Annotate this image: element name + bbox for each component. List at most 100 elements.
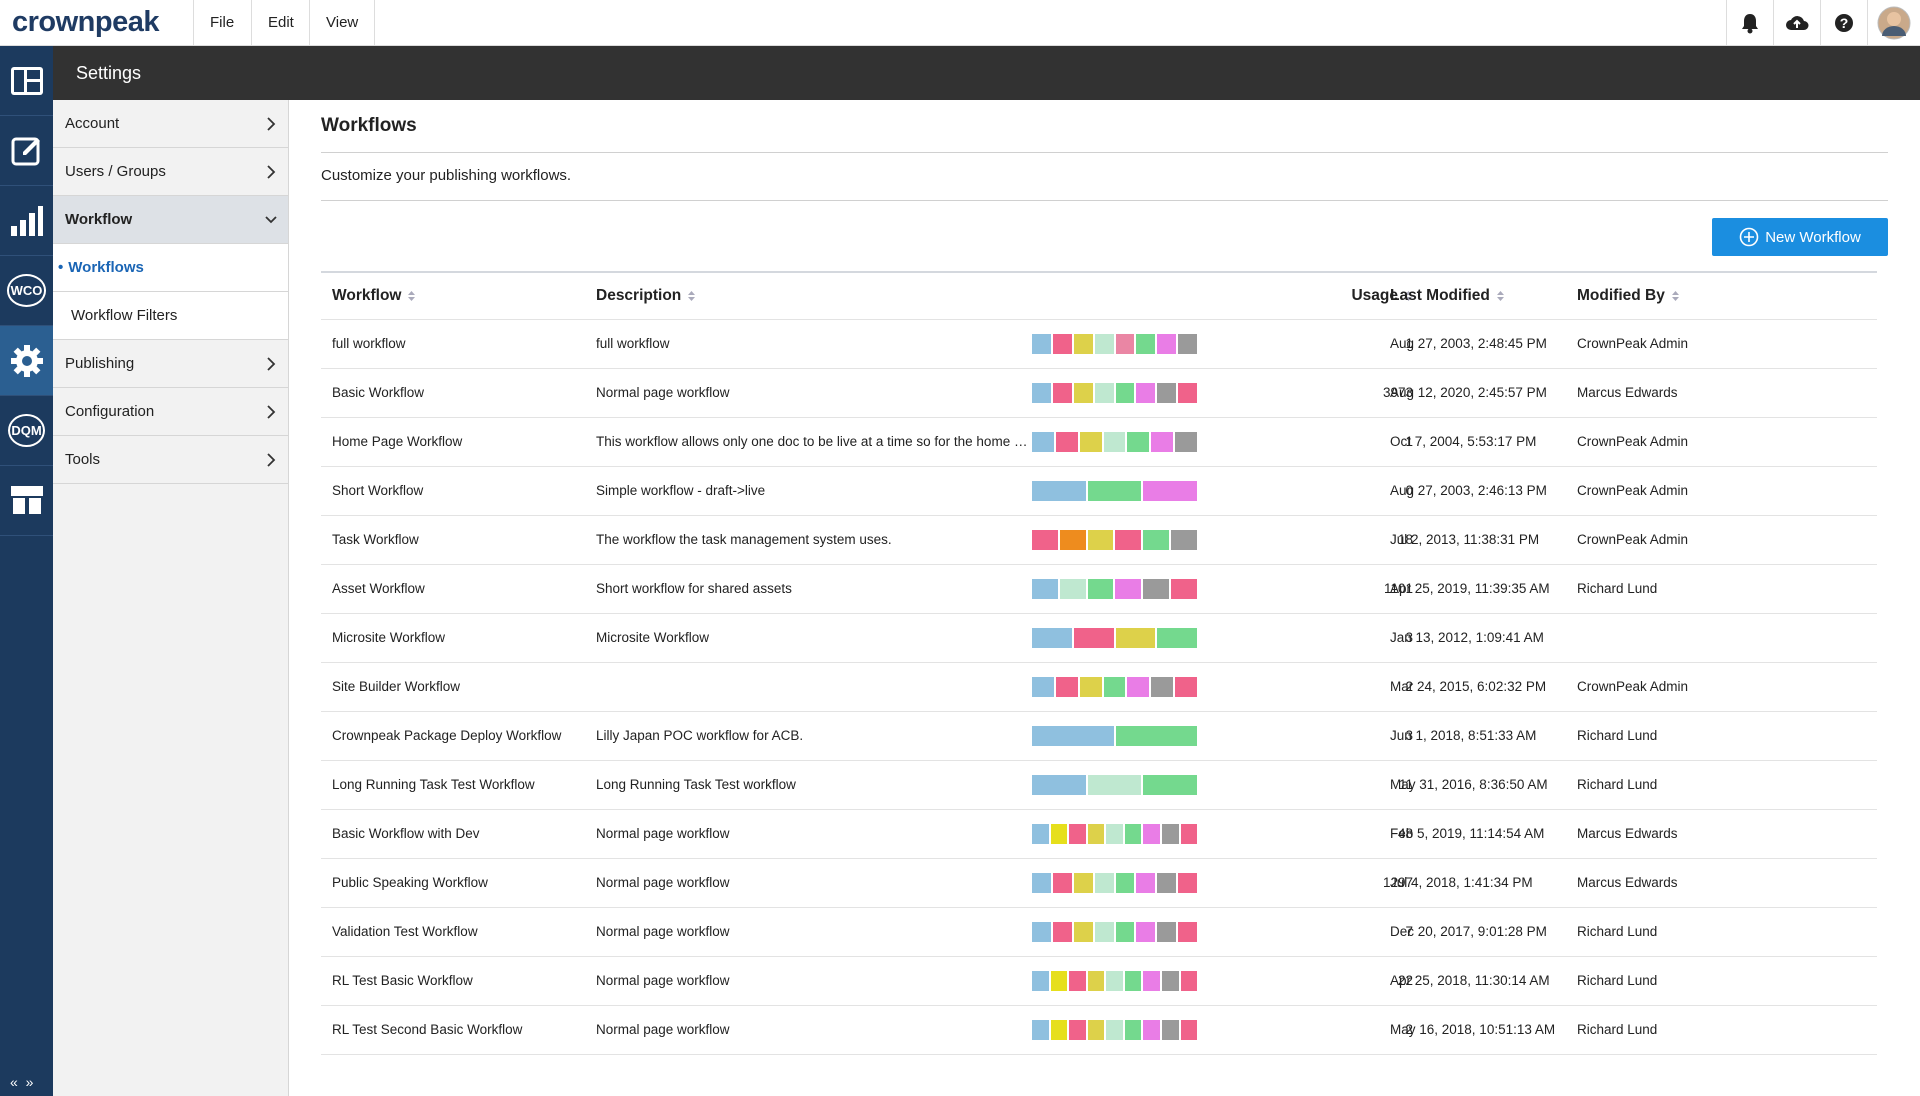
state-swatch [1073, 334, 1093, 354]
workflow-description: Short workflow for shared assets [596, 581, 792, 596]
menu-item[interactable]: Edit [251, 0, 310, 46]
table-row[interactable]: Site Builder Workflow 2 Mar 24, 2015, 6:02… [321, 662, 1877, 711]
workflow-name: Crownpeak Package Deploy Workflow [332, 728, 562, 743]
table-row[interactable]: RL Test Second Basic Workflow Normal page… [321, 1005, 1877, 1054]
modified-by: Marcus Edwards [1577, 875, 1678, 890]
state-swatch [1143, 824, 1160, 844]
table-row[interactable]: Basic Workflow Normal page workflow 3973 Au… [321, 368, 1877, 417]
analytics-icon[interactable] [0, 186, 53, 256]
table-row[interactable]: Validation Test Workflow Normal page work… [321, 907, 1877, 956]
usage: 2 [1405, 1022, 1413, 1037]
sidebar-subitem[interactable]: Workflow Filters [53, 292, 288, 340]
user-avatar[interactable] [1867, 0, 1920, 46]
table-row[interactable]: Microsite Workflow Microsite Workflow 3 Jan… [321, 613, 1877, 662]
table-row[interactable]: Home Page Workflow This workflow allows o… [321, 417, 1877, 466]
column-header[interactable]: Description [596, 273, 696, 319]
state-swatch [1050, 824, 1068, 844]
state-swatch [1161, 824, 1179, 844]
workflow-name: Microsite Workflow [332, 630, 446, 645]
collapse-toggle[interactable]: « » [10, 1074, 34, 1090]
sidebar-item[interactable]: Workflow [53, 196, 288, 244]
logo[interactable]: crownpeak [12, 6, 160, 38]
state-swatch [1171, 579, 1197, 599]
menu-item[interactable]: View [309, 0, 376, 46]
state-swatch [1180, 1020, 1198, 1040]
table-row[interactable]: Task Workflow The workflow the task manag… [321, 515, 1877, 564]
marketplace-icon[interactable] [0, 466, 53, 536]
table-row[interactable]: Crownpeak Package Deploy Workflow Lilly J… [321, 711, 1877, 760]
state-swatch [1032, 1020, 1049, 1040]
state-swatch [1087, 971, 1105, 991]
sidebar-item[interactable]: Account [53, 100, 288, 148]
sidebar-item[interactable]: Users / Groups [53, 148, 288, 196]
state-swatch [1032, 775, 1086, 795]
last-modified: Jul 4, 2018, 1:41:34 PM [1390, 875, 1533, 890]
state-swatch [1032, 579, 1058, 599]
column-header-label: Usage [1351, 287, 1398, 304]
state-swatch [1032, 628, 1072, 648]
settings-icon[interactable] [0, 326, 53, 396]
wco-icon[interactable]: WCO [0, 256, 53, 326]
state-swatches [1032, 432, 1198, 452]
usage: 18 [1397, 532, 1413, 547]
table-row[interactable]: Basic Workflow with Dev Normal page workf… [321, 809, 1877, 858]
modified-by: Richard Lund [1577, 973, 1658, 988]
column-header[interactable]: Modified By [1577, 273, 1680, 319]
state-swatches [1032, 971, 1198, 991]
edit-icon[interactable] [0, 116, 53, 186]
table-row[interactable]: Public Speaking Workflow Normal page work… [321, 858, 1877, 907]
state-swatch [1180, 824, 1198, 844]
notifications-icon[interactable] [1726, 0, 1773, 46]
dqm-icon[interactable]: DQM [0, 396, 53, 466]
sidebar-label: Account [65, 115, 120, 132]
publish-icon[interactable] [1773, 0, 1820, 46]
state-swatch [1106, 971, 1123, 991]
column-header[interactable]: Workflow [332, 273, 416, 319]
usage: 1297 [1382, 875, 1413, 890]
workflow-description: Normal page workflow [596, 826, 730, 841]
table-row[interactable]: RL Test Basic Workflow Normal page workfl… [321, 956, 1877, 1005]
last-modified: Apr 25, 2018, 11:30:14 AM [1390, 973, 1550, 988]
sidebar-subitem[interactable]: • Workflows [53, 244, 288, 292]
column-header[interactable]: Last Modified [1390, 273, 1505, 319]
table-row[interactable]: full workflow full workflow 1 Aug 27, 2003,… [321, 319, 1877, 368]
table-row[interactable]: Asset Workflow Short workflow for shared … [321, 564, 1877, 613]
button-label: New Workflow [1765, 228, 1861, 246]
state-swatch [1094, 873, 1114, 893]
page-subtitle: Customize your publishing workflows. [321, 167, 572, 184]
table-row[interactable]: Short Workflow Simple workflow - draft->l… [321, 466, 1877, 515]
state-swatch [1175, 432, 1198, 452]
workflow-name: Short Workflow [332, 483, 424, 498]
workflow-name: Basic Workflow with Dev [332, 826, 480, 841]
last-modified: Oct 7, 2004, 5:53:17 PM [1390, 434, 1537, 449]
state-swatch [1103, 677, 1126, 697]
state-swatch [1178, 873, 1197, 893]
state-swatch [1161, 971, 1179, 991]
sidebar-item[interactable]: Publishing [53, 340, 288, 388]
state-swatch [1032, 922, 1051, 942]
sidebar-label: Tools [65, 451, 101, 468]
state-swatches [1032, 628, 1197, 648]
modified-by: Marcus Edwards [1577, 826, 1678, 841]
sidebar-item[interactable]: Tools [53, 436, 288, 484]
state-swatch [1032, 677, 1054, 697]
state-swatch [1079, 432, 1102, 452]
state-swatch [1073, 383, 1093, 403]
help-icon[interactable]: ? [1820, 0, 1867, 46]
modified-by: CrownPeak Admin [1577, 434, 1689, 449]
new-workflow-button[interactable]: New Workflow [1712, 218, 1888, 256]
state-swatch [1052, 383, 1072, 403]
workflow-description: Normal page workflow [596, 875, 730, 890]
state-swatches [1032, 334, 1197, 354]
modified-by: Richard Lund [1577, 924, 1658, 939]
dashboard-icon[interactable] [0, 46, 53, 116]
last-modified: Aug 12, 2020, 2:45:57 PM [1390, 385, 1547, 400]
sidebar-item[interactable]: Configuration [53, 388, 288, 436]
table-row[interactable]: Long Running Task Test Workflow Long Runn… [321, 760, 1877, 809]
workflow-name: Asset Workflow [332, 581, 425, 596]
state-swatches [1032, 775, 1198, 795]
column-header[interactable]: Usage [1351, 273, 1413, 319]
state-swatch [1115, 579, 1142, 599]
menu-item[interactable]: File [193, 0, 250, 46]
